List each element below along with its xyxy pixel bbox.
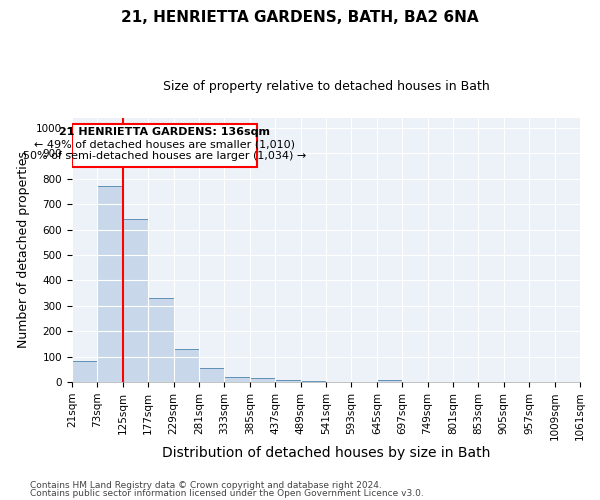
Bar (199, 368, 224, 382)
Bar (301, 381, 326, 382)
Bar (224, 376, 250, 382)
Bar (250, 378, 275, 382)
Text: 21 HENRIETTA GARDENS: 136sqm: 21 HENRIETTA GARDENS: 136sqm (59, 127, 270, 137)
Bar (275, 380, 301, 382)
Bar (148, 298, 173, 382)
Text: Contains public sector information licensed under the Open Government Licence v3: Contains public sector information licen… (30, 488, 424, 498)
X-axis label: Distribution of detached houses by size in Bath: Distribution of detached houses by size … (162, 446, 490, 460)
Bar (173, 349, 199, 382)
Y-axis label: Number of detached properties: Number of detached properties (17, 152, 31, 348)
Bar (123, 218, 148, 382)
Text: 50% of semi-detached houses are larger (1,034) →: 50% of semi-detached houses are larger (… (23, 152, 306, 162)
Bar (377, 380, 402, 382)
Bar (72, 361, 97, 382)
Title: Size of property relative to detached houses in Bath: Size of property relative to detached ho… (163, 80, 490, 93)
Text: ← 49% of detached houses are smaller (1,010): ← 49% of detached houses are smaller (1,… (34, 139, 295, 149)
Bar (97, 186, 123, 382)
Text: Contains HM Land Registry data © Crown copyright and database right 2024.: Contains HM Land Registry data © Crown c… (30, 481, 382, 490)
FancyBboxPatch shape (72, 124, 257, 168)
Text: 21, HENRIETTA GARDENS, BATH, BA2 6NA: 21, HENRIETTA GARDENS, BATH, BA2 6NA (121, 10, 479, 25)
